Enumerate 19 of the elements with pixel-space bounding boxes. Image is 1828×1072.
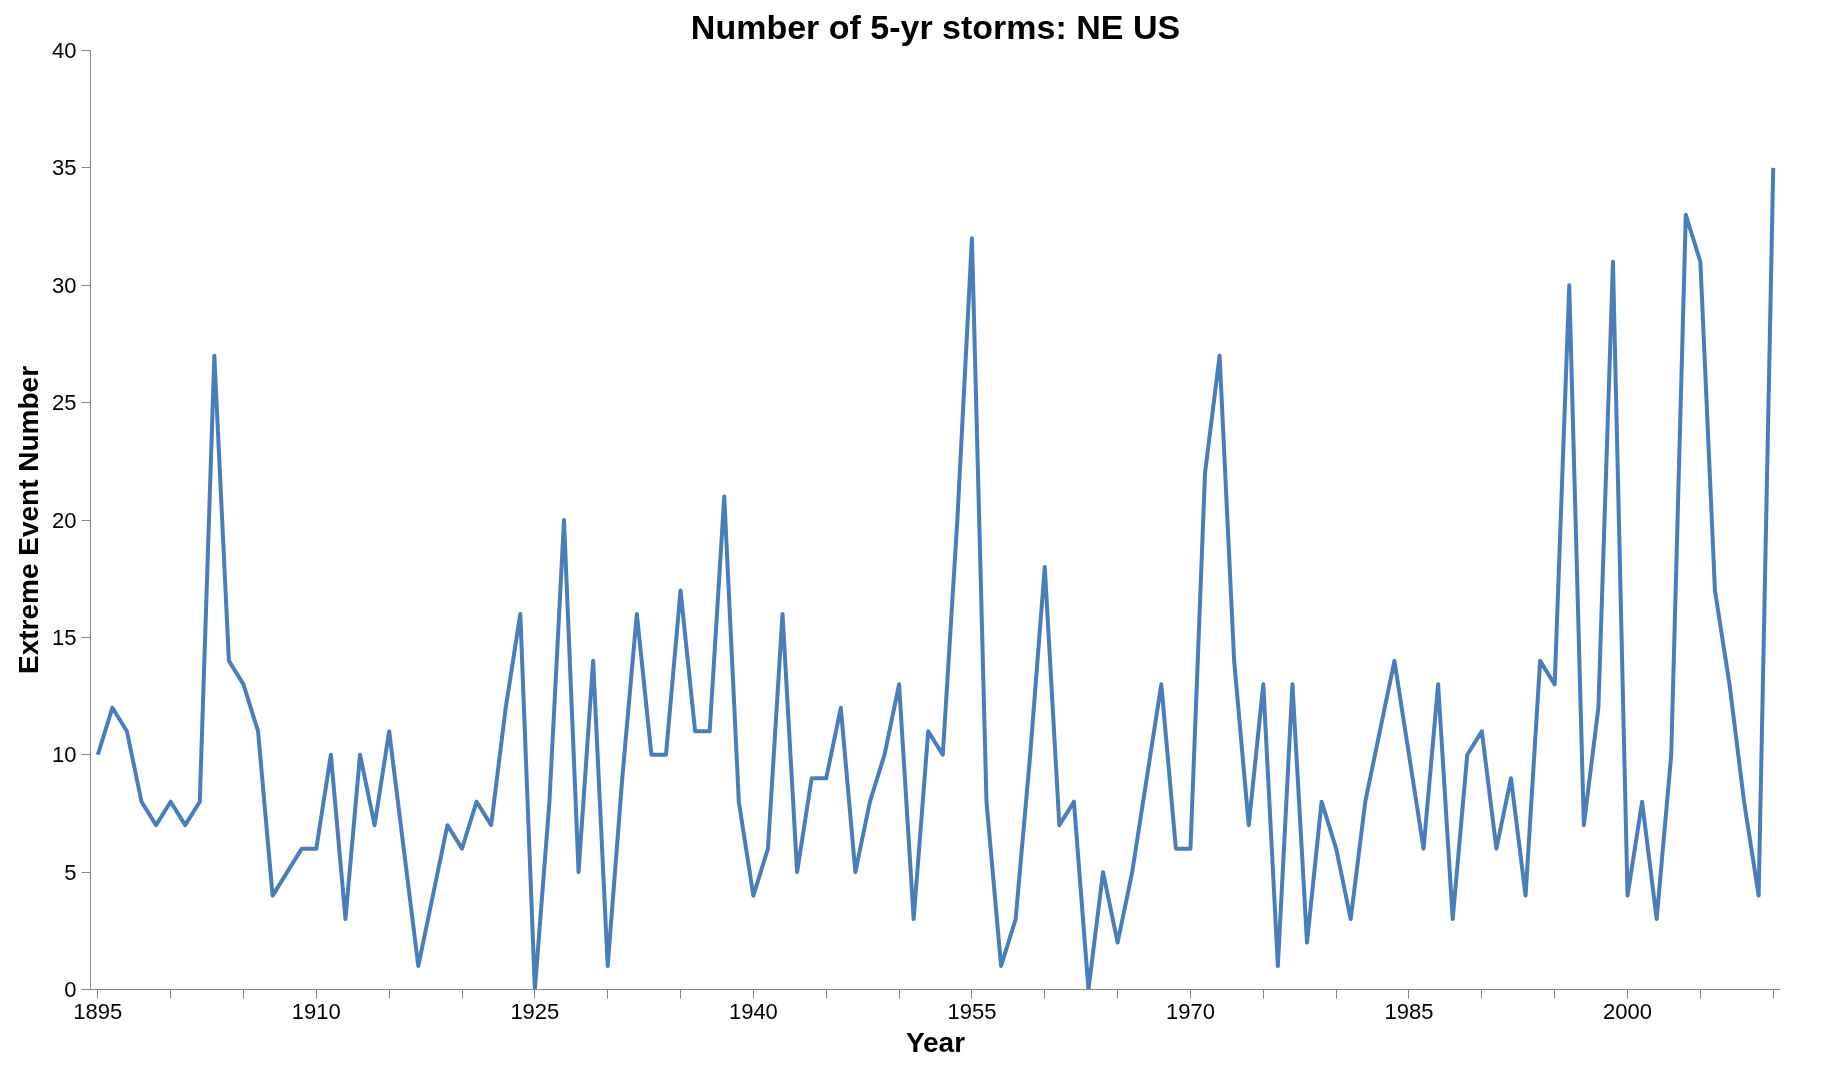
x-axis-title: Year bbox=[905, 1026, 966, 1058]
x-tick-label: 1970 bbox=[1165, 998, 1215, 1024]
line-series bbox=[95, 165, 1776, 990]
x-tick-label: 1925 bbox=[510, 998, 560, 1024]
x-tick-label: 1985 bbox=[1384, 998, 1434, 1024]
y-tick-label: 30 bbox=[52, 272, 77, 298]
y-tick-label: 20 bbox=[52, 507, 77, 533]
y-tick-label: 10 bbox=[52, 742, 77, 768]
y-tick-label: 5 bbox=[64, 859, 77, 885]
y-tick-label: 35 bbox=[52, 155, 77, 181]
x-tick-label: 1940 bbox=[728, 998, 778, 1024]
x-tick-label: 2000 bbox=[1603, 998, 1653, 1024]
x-tick-label: 1955 bbox=[947, 998, 997, 1024]
y-axis-title: Extreme Event Number bbox=[13, 365, 45, 675]
y-tick-label: 15 bbox=[52, 624, 77, 650]
y-tick-label: 25 bbox=[52, 390, 77, 416]
x-tick-label: 1910 bbox=[291, 998, 341, 1024]
chart-title: Number of 5-yr storms: NE US bbox=[690, 7, 1181, 46]
y-tick-label: 40 bbox=[52, 38, 77, 63]
